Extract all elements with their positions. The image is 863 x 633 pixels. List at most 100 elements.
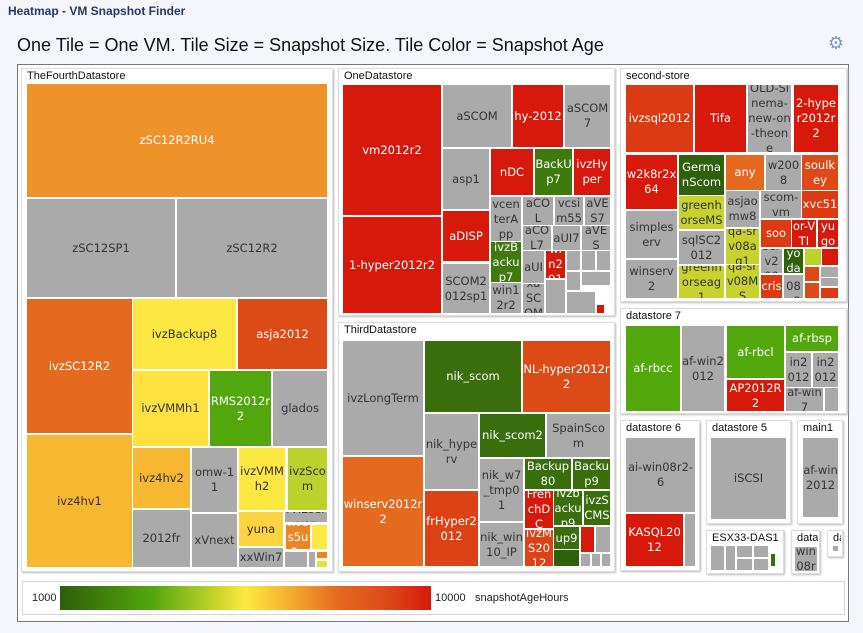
vm-tile[interactable]: FrenchDC xyxy=(525,491,553,528)
vm-tile[interactable] xyxy=(285,552,307,567)
vm-tile[interactable] xyxy=(312,525,327,549)
vm-tile[interactable] xyxy=(825,388,838,411)
vm-tile[interactable]: xVnext xyxy=(192,514,237,567)
vm-tile[interactable]: SCOM2012sp1 xyxy=(443,264,489,313)
vm-tile[interactable] xyxy=(754,546,768,557)
vm-tile[interactable]: ivzScom xyxy=(288,448,327,510)
vm-tile[interactable] xyxy=(805,249,821,265)
vm-tile[interactable]: simpleserv xyxy=(626,211,677,258)
vm-tile[interactable] xyxy=(317,552,327,558)
vm-tile[interactable]: cris xyxy=(761,275,782,298)
vm-tile[interactable]: AP2012R2 xyxy=(727,380,784,411)
vm-tile[interactable]: vcenterApp xyxy=(491,197,521,241)
vm-tile[interactable]: serv200 xyxy=(761,249,782,273)
vm-tile[interactable] xyxy=(597,305,604,313)
vm-tile[interactable]: 2008x8 xyxy=(784,275,803,298)
vm-tile[interactable] xyxy=(805,283,819,298)
vm-tile[interactable]: ai-win08r2-6 xyxy=(626,438,695,512)
vm-tile[interactable]: aSCOM xyxy=(443,85,511,147)
vm-tile[interactable] xyxy=(567,272,580,290)
vm-tile[interactable]: yuna xyxy=(239,512,283,546)
vm-tile[interactable]: ivzMS2012 xyxy=(525,530,553,566)
vm-tile[interactable]: af-rbsp xyxy=(786,326,838,351)
vm-tile[interactable]: af-win2012 xyxy=(682,326,724,411)
vm-tile[interactable]: winserv2012r2 xyxy=(343,457,423,566)
vm-tile[interactable]: af-rbcc xyxy=(626,326,680,411)
vm-tile[interactable]: aVES xyxy=(582,226,610,250)
vm-tile[interactable]: ivzHyper xyxy=(574,149,610,195)
vm-tile[interactable] xyxy=(737,546,752,557)
vm-tile[interactable]: nik_scom2 xyxy=(480,414,545,457)
vm-tile[interactable]: ivzLongTerm xyxy=(343,341,423,455)
vm-tile[interactable] xyxy=(592,554,600,566)
vm-tile[interactable] xyxy=(581,554,590,566)
vm-tile[interactable] xyxy=(597,251,610,270)
vm-tile[interactable]: 2-hyper2012r2 xyxy=(794,85,838,152)
vm-tile[interactable]: asja2012 xyxy=(238,299,327,369)
vm-tile[interactable]: Backup9 xyxy=(573,459,610,489)
vm-tile[interactable] xyxy=(554,550,579,566)
vm-tile[interactable]: BackUp7 xyxy=(535,149,572,195)
vm-tile[interactable]: zSC12SP1 xyxy=(27,199,175,297)
vm-tile[interactable]: yoda xyxy=(784,249,803,273)
vm-tile[interactable]: soo xyxy=(761,220,791,247)
vm-tile[interactable]: w2k8r2x64 xyxy=(626,155,677,209)
vm-tile[interactable]: soulkey xyxy=(802,155,838,190)
vm-tile[interactable]: scom-vm xyxy=(761,191,801,218)
vm-tile[interactable]: or-VTI xyxy=(792,220,816,247)
vm-tile[interactable]: win12r2 xyxy=(491,283,521,313)
vm-tile[interactable]: ivzVMMh2 xyxy=(239,448,285,510)
vm-tile[interactable]: vm2012r2 xyxy=(343,85,441,215)
vm-tile[interactable] xyxy=(821,278,838,286)
vm-tile[interactable]: aVES7 xyxy=(585,197,610,225)
vm-tile[interactable]: yugo xyxy=(818,220,838,247)
vm-tile[interactable]: win08r xyxy=(795,547,817,571)
vm-tile[interactable] xyxy=(737,559,752,570)
vm-tile[interactable] xyxy=(602,554,610,566)
vm-tile[interactable]: glados xyxy=(273,371,327,446)
vm-tile[interactable] xyxy=(581,527,594,552)
vm-tile[interactable]: KASQL2012 xyxy=(626,514,683,566)
vm-tile[interactable]: 2012fr xyxy=(133,510,190,567)
vm-tile[interactable] xyxy=(582,272,610,285)
vm-tile[interactable]: NL-hyper2012r2 xyxy=(523,341,610,412)
vm-tile[interactable]: greenhorseMS xyxy=(679,196,724,229)
vm-tile[interactable]: aDISP xyxy=(443,211,489,261)
vm-tile[interactable]: hy-2012 xyxy=(513,85,563,147)
vm-tile[interactable]: aCOL xyxy=(523,197,553,225)
vm-tile[interactable]: ivzSC12R2 xyxy=(27,299,132,433)
vm-tile[interactable]: iSCSI xyxy=(711,438,786,519)
vm-tile[interactable]: vcsim55 xyxy=(555,197,583,225)
vm-tile[interactable] xyxy=(833,546,838,551)
vm-tile[interactable] xyxy=(821,267,838,277)
vm-tile[interactable]: af-win2012-1 xyxy=(786,353,811,387)
vm-tile[interactable]: Tifa xyxy=(695,85,746,152)
vm-tile[interactable]: xvcs5u2a xyxy=(286,525,310,549)
vm-tile[interactable] xyxy=(726,546,735,570)
vm-tile[interactable]: ivzVMMh1 xyxy=(133,371,208,446)
vm-tile[interactable]: ivzBackup8 xyxy=(133,299,236,369)
vm-tile[interactable]: af-win2012-2 xyxy=(813,353,838,387)
vm-tile[interactable]: aCOL7 xyxy=(523,226,551,250)
vm-tile[interactable]: GermanScom xyxy=(679,155,724,195)
vm-tile[interactable]: qa-srv08ag1 xyxy=(726,229,759,264)
vm-tile[interactable]: zSC12R2 xyxy=(177,199,327,297)
vm-tile[interactable] xyxy=(711,546,724,570)
vm-tile[interactable] xyxy=(567,251,580,270)
vm-tile[interactable]: Backup80 xyxy=(525,459,571,489)
vm-tile[interactable] xyxy=(546,280,565,313)
vm-tile[interactable]: nik_w7_tmp01 xyxy=(480,459,523,521)
vm-tile[interactable]: xvc51 xyxy=(802,191,838,218)
vm-tile[interactable]: nik_hyperv xyxy=(425,414,478,489)
vm-tile[interactable]: win201 xyxy=(546,251,565,278)
vm-tile[interactable]: nik_win10_IP xyxy=(480,523,523,566)
vm-tile[interactable]: af-win7 xyxy=(786,388,823,411)
vm-tile[interactable]: asp1 xyxy=(443,149,489,209)
vm-tile[interactable] xyxy=(822,249,838,265)
vm-tile[interactable] xyxy=(821,288,838,298)
vm-tile[interactable] xyxy=(582,251,595,270)
vm-tile[interactable]: nDC xyxy=(491,149,533,195)
vm-tile[interactable]: sqlSC2012 xyxy=(679,231,724,264)
vm-tile[interactable]: qa-srv08MS xyxy=(726,265,759,298)
vm-tile[interactable]: SpainScom xyxy=(547,414,610,457)
